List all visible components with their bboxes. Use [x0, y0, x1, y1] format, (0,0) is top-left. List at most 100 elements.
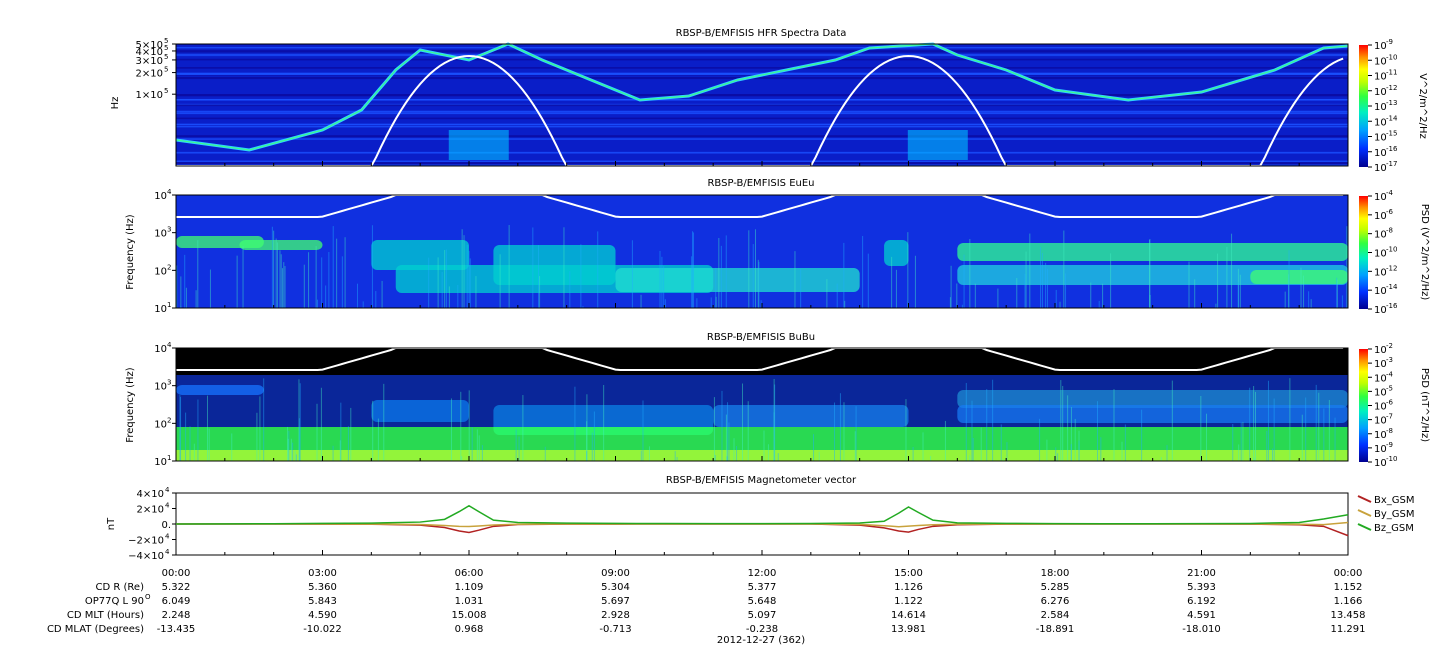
- colorbar-tick-exponent: -14: [1386, 114, 1398, 122]
- ytick-exponent: 4: [167, 188, 172, 196]
- spectrogram-streak: [986, 389, 988, 461]
- spectrogram-streak: [726, 456, 728, 461]
- spectrogram-streak: [468, 250, 470, 308]
- spectrogram-streak: [242, 246, 244, 308]
- spectrogram-streak: [777, 453, 779, 461]
- emission-band: [615, 268, 860, 292]
- spectrogram-streak: [185, 287, 187, 308]
- spectrogram-streak: [728, 422, 730, 461]
- spectrogram-streak: [441, 271, 443, 308]
- ephemeris-value: 1.122: [894, 596, 923, 607]
- panel-hfr-colorbar: [1359, 45, 1368, 167]
- spectrogram-streak: [176, 265, 178, 308]
- colorbar-tick-exponent: -9: [1386, 38, 1393, 46]
- colorbar-tick-label: 10: [1374, 87, 1387, 98]
- colorbar-tick-label: 10: [1374, 305, 1387, 316]
- spectrogram-streak: [1055, 289, 1057, 308]
- ytick-exponent: 5: [164, 66, 168, 74]
- spectrogram-streak: [674, 451, 676, 461]
- legend-swatch: [1357, 495, 1372, 503]
- spectrogram-streak: [263, 378, 265, 461]
- spectrogram-streak: [1240, 422, 1242, 461]
- spectrogram-streak: [580, 244, 582, 308]
- colorbar-tick-label: 10: [1374, 230, 1387, 241]
- emission-band: [493, 245, 616, 285]
- spectrogram-streak: [471, 427, 473, 461]
- spectrogram-streak: [980, 427, 982, 461]
- spectrogram-streak: [1006, 442, 1008, 461]
- spectrogram-streak: [1188, 261, 1190, 308]
- spectrogram-streak: [1100, 437, 1102, 461]
- spectrogram-streak: [468, 390, 470, 461]
- spectrogram-streak: [1121, 441, 1123, 461]
- spectrogram-streak: [1289, 378, 1291, 461]
- spectrogram-band: [176, 138, 1348, 140]
- colorbar-tick-label: 10: [1374, 373, 1387, 384]
- spectrogram-streak: [676, 457, 678, 461]
- ephemeris-value: 2.928: [601, 610, 630, 621]
- spectrogram-streak: [508, 225, 510, 308]
- spectrogram-streak: [1039, 418, 1041, 461]
- spectrogram-band: [176, 53, 1348, 57]
- ephemeris-value: 6.192: [1187, 596, 1216, 607]
- spectrogram-streak: [563, 227, 565, 308]
- spectrogram-streak: [696, 298, 698, 308]
- ytick-exponent: 4: [165, 548, 170, 556]
- spectrogram-streak: [315, 246, 317, 308]
- spectrogram-band: [176, 125, 1348, 128]
- spectrogram-streak: [586, 421, 588, 461]
- panel-eueu-colorbar-label: PSD (V^2/m^2/Hz): [1419, 204, 1430, 301]
- ytick-label: 4×10: [136, 47, 163, 58]
- spectrogram-streak: [499, 254, 501, 308]
- spectrogram-streak: [971, 400, 973, 461]
- emission-band: [371, 240, 469, 270]
- panel-hfr-colorbar-label: V^2/m^2/Hz: [1417, 73, 1428, 139]
- emission-line-core: [175, 43, 1349, 151]
- spectrogram-streak: [1141, 409, 1143, 461]
- panel-bubu-title: RBSP-B/EMFISIS BuBu: [707, 332, 815, 343]
- spectrogram-streak: [236, 255, 238, 308]
- colorbar-tick-label: 10: [1374, 444, 1387, 455]
- spectrogram-streak: [664, 299, 666, 308]
- colorbar-tick-exponent: -16: [1386, 302, 1398, 310]
- panel-eueu-plot: [175, 194, 1349, 309]
- spectrogram-streak: [1226, 246, 1228, 308]
- colorbar-tick-exponent: -11: [1386, 69, 1397, 77]
- spectrogram-streak: [834, 402, 836, 461]
- spectrogram-streak: [582, 306, 584, 308]
- ytick-exponent: 5: [164, 53, 168, 61]
- spectrogram-streak: [1346, 226, 1348, 308]
- spectrogram-streak: [914, 255, 916, 308]
- spectrogram-streak: [1070, 444, 1072, 461]
- spectrogram-streak: [969, 455, 971, 461]
- xtick-label: 00:00: [1334, 568, 1363, 579]
- spectrogram-streak: [284, 266, 286, 308]
- ephemeris-row-label: CD MLAT (Degrees): [47, 624, 144, 635]
- spectrogram-streak: [961, 304, 963, 308]
- spectrogram-streak: [922, 432, 924, 461]
- ytick-label: 10: [154, 457, 167, 468]
- spectrogram-streak: [1059, 301, 1061, 308]
- panel-hfr-title: RBSP-B/EMFISIS HFR Spectra Data: [676, 28, 847, 39]
- ephemeris-value: 13.458: [1331, 610, 1366, 621]
- colorbar-tick-exponent: -13: [1386, 99, 1397, 107]
- spectrogram-streak: [950, 265, 952, 308]
- panel-hfr-plot: [175, 42, 1349, 167]
- spectrogram-streak: [1288, 250, 1290, 308]
- spectrogram-streak: [461, 456, 463, 461]
- spectrogram-streak: [844, 300, 846, 308]
- xtick-label: 18:00: [1041, 568, 1070, 579]
- colorbar-tick-label: 10: [1374, 133, 1387, 144]
- spectrogram-band: [176, 123, 1348, 125]
- spectrogram-streak: [206, 395, 208, 461]
- spectrogram-streak: [1110, 253, 1112, 308]
- spectrogram-streak: [478, 435, 480, 461]
- spectrogram-streak: [522, 395, 524, 461]
- ytick-label: 2×10: [136, 69, 163, 80]
- spectrogram-streak: [273, 230, 275, 308]
- ephemeris-value: 5.843: [308, 596, 337, 607]
- spectrogram-streak: [574, 386, 576, 461]
- spectrogram-band: [176, 98, 1348, 101]
- spectrogram-streak: [180, 396, 182, 461]
- spectrogram-streak: [1124, 424, 1126, 461]
